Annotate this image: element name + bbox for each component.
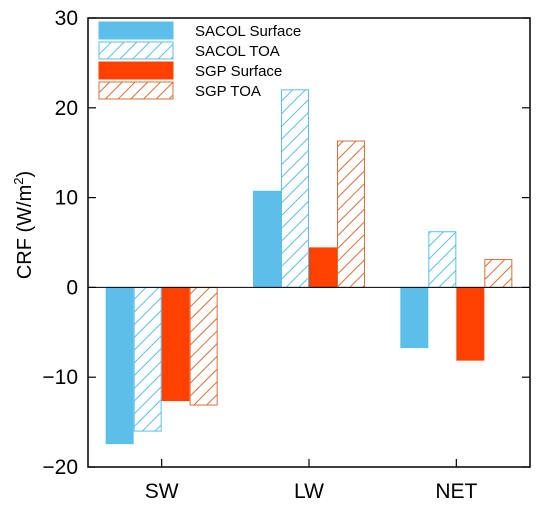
bar-sacol-surface-sw	[105, 286, 134, 445]
bar-sacol-toa-lw	[281, 89, 309, 288]
y-tick-label: 10	[55, 187, 78, 210]
legend-swatch	[98, 41, 174, 60]
legend-label: SACOL TOA	[195, 43, 280, 60]
bar-sacol-toa-net	[428, 231, 457, 288]
y-tick-label: −20	[42, 456, 78, 479]
bar-sgp-surface-net	[456, 286, 485, 361]
bars-layer	[105, 89, 513, 445]
y-tick-label: 20	[55, 97, 78, 120]
legend-label: SGP TOA	[195, 83, 261, 100]
legend-swatch	[98, 21, 174, 40]
bar-sgp-surface-sw	[161, 286, 190, 402]
legend-swatch	[98, 81, 174, 100]
legend-swatch	[98, 61, 174, 80]
bar-sacol-toa-sw	[133, 286, 162, 432]
y-axis-title: CRF (W/m2)	[11, 171, 36, 279]
bar-sgp-toa-sw	[189, 286, 218, 406]
y-axis: −20 −10 0 10 20 30	[42, 7, 530, 479]
bar-sacol-surface-lw	[253, 190, 281, 288]
x-tick-label-lw: LW	[294, 480, 324, 503]
y-axis-title-superscript: 2	[11, 178, 26, 185]
bar-sgp-surface-lw	[309, 247, 337, 288]
y-tick-label: −10	[42, 366, 78, 389]
bar-sgp-toa-lw	[337, 140, 365, 288]
y-tick-label: 30	[55, 7, 78, 30]
legend-label: SACOL Surface	[195, 23, 301, 40]
x-axis: SW LW NET	[145, 459, 478, 503]
x-tick-label-net: NET	[435, 480, 477, 503]
legend: SACOL Surface SACOL TOA SGP Surface SGP TOA	[98, 21, 301, 100]
y-axis-title-end: )	[14, 171, 36, 178]
bar-sgp-toa-net	[484, 259, 513, 288]
x-tick-label-sw: SW	[145, 480, 179, 503]
y-tick-label: 0	[66, 276, 78, 299]
legend-label: SGP Surface	[195, 63, 282, 80]
bar-sacol-surface-net	[400, 286, 429, 349]
y-axis-title-main: CRF (W/m	[14, 185, 36, 279]
